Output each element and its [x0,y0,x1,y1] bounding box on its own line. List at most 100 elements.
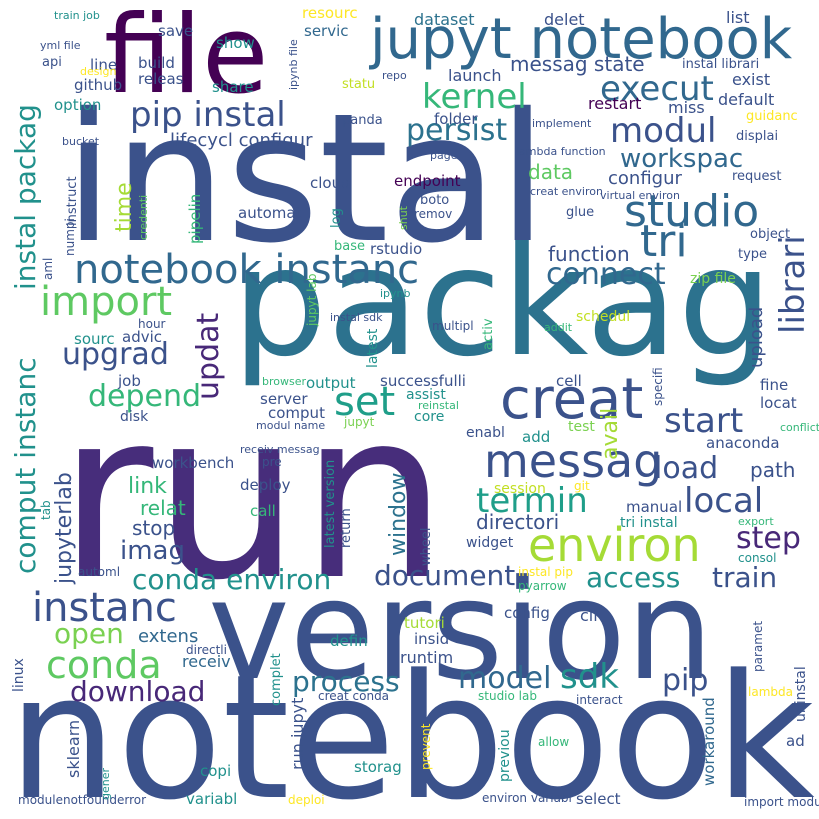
word-pre: git [574,479,590,493]
word-manual: manual [626,498,683,516]
word-instanc: instanc [32,585,177,631]
word-interact: interact [576,693,623,707]
word-load: load [654,451,719,486]
word-local: local [684,481,764,521]
word-execut: execut [600,69,714,109]
word-restart: restart [588,94,642,113]
word-select: select [576,790,621,808]
word-virtual-environ: aml [41,257,55,280]
word-avail: avail [598,407,623,460]
word-notebook: notebook [8,637,815,819]
word-jupyterlab: jupyterlab [52,472,77,584]
word-type: type [738,247,768,262]
word-link: link [128,474,167,499]
word-instal: instal [64,75,548,282]
word-sklearn: sklearn [64,719,83,778]
word-tri: tri [640,216,688,267]
word-studio-lab: studio lab [478,689,537,703]
word-instal-pip: linux [11,658,27,692]
word-workbench: return [339,508,354,548]
word-jupyt-notebook: jupyt notebook [370,7,793,72]
word-delet: delet [544,10,585,29]
word-version: version [208,550,714,711]
word-creat-conda: creat conda [318,689,390,703]
word-session: session [494,481,546,497]
word-train-job: train job [54,9,100,22]
word-boto: boto [420,193,450,208]
word-bucket: hour [138,317,166,331]
word-conda: conda [46,643,162,687]
word-latest: ipynb [380,287,411,300]
word-environ: environ [528,518,701,572]
word-page: shut [397,206,410,230]
word-automl: modulenotfounderror [18,793,147,807]
word-linux: conflict [780,421,819,434]
word-receiv: receiv [182,652,231,671]
word-numpi: creat environ [530,185,603,198]
word-comput: comput [268,404,325,422]
word-window: window [386,472,411,556]
word-packag: packag [232,216,773,390]
word-deploi: paramet [751,620,765,672]
word-displai: displai [736,129,779,144]
word-browser: receiv messag [240,443,320,456]
word-cell: cell [556,372,582,390]
word-api: api [42,55,62,70]
word-ipynb-file: ipynb file [287,39,300,90]
word-path: path [750,458,796,482]
word-imag: imag [120,536,185,566]
word-dataset: dataset [414,10,475,29]
word-process: process [292,665,400,698]
word-test: test [568,419,595,435]
word-instal-sdk: reinstal [418,399,459,412]
word-time: time [112,182,137,232]
word-disk: pre [262,455,282,469]
word-notebook-instanc: notebook instanc [74,247,420,293]
word-set: set [334,379,396,425]
word-upgrad: upgrad [62,337,169,372]
word-workspac: workspac [620,144,744,174]
word-lambda: lambda [748,685,793,699]
word-tri-instal: tri instal [620,515,678,531]
word-cloud: cloud [310,174,351,192]
word-data: data [528,160,574,184]
word-defin: defin [330,632,368,650]
word-messag-state: messag state [510,52,645,76]
word-workaround: workaround [700,697,718,786]
word-instal-packag: instal packag [9,104,42,290]
word-import: import [40,279,173,325]
word-option: option [54,96,102,114]
word-request: request [732,169,782,184]
word-default: default [718,90,775,109]
word-modul-name: wheel [419,527,434,566]
word-instruct: lambda function [516,145,606,158]
word-job: job [118,372,141,390]
word-lambda-function: credenti [137,194,150,240]
word-creat: creat [500,367,644,432]
word-train: train [712,561,778,594]
word-access: access [586,561,681,594]
word-upload: upload [746,306,767,368]
word-releas: releas [138,70,184,88]
word-pyarrow: directli [186,643,227,657]
word-shut: design [80,65,117,78]
word-jupyt-lab: activ [481,318,496,350]
word-specifi: latest [365,328,381,368]
word-output: output [306,374,356,392]
word-allow: allow [538,735,570,749]
word-depend: depend [88,379,202,414]
word-pipelin: pipelin [186,193,204,244]
word-multipl: jupyt [344,415,375,429]
word-pip-instal: pip instal [130,95,286,135]
word-latest-version: specifi [651,367,665,406]
word-guidanc: guidanc [746,109,798,124]
word-configur: configur [608,168,682,189]
word-start: start [664,401,744,441]
word-log: log [329,208,344,228]
word-pip: pip [662,663,709,698]
word-widget: widget [466,535,514,551]
word-directori: directori [476,510,560,534]
word-uninstal: export [738,515,774,528]
word-object: object [750,227,791,242]
word-anaconda: anaconda [706,434,780,452]
